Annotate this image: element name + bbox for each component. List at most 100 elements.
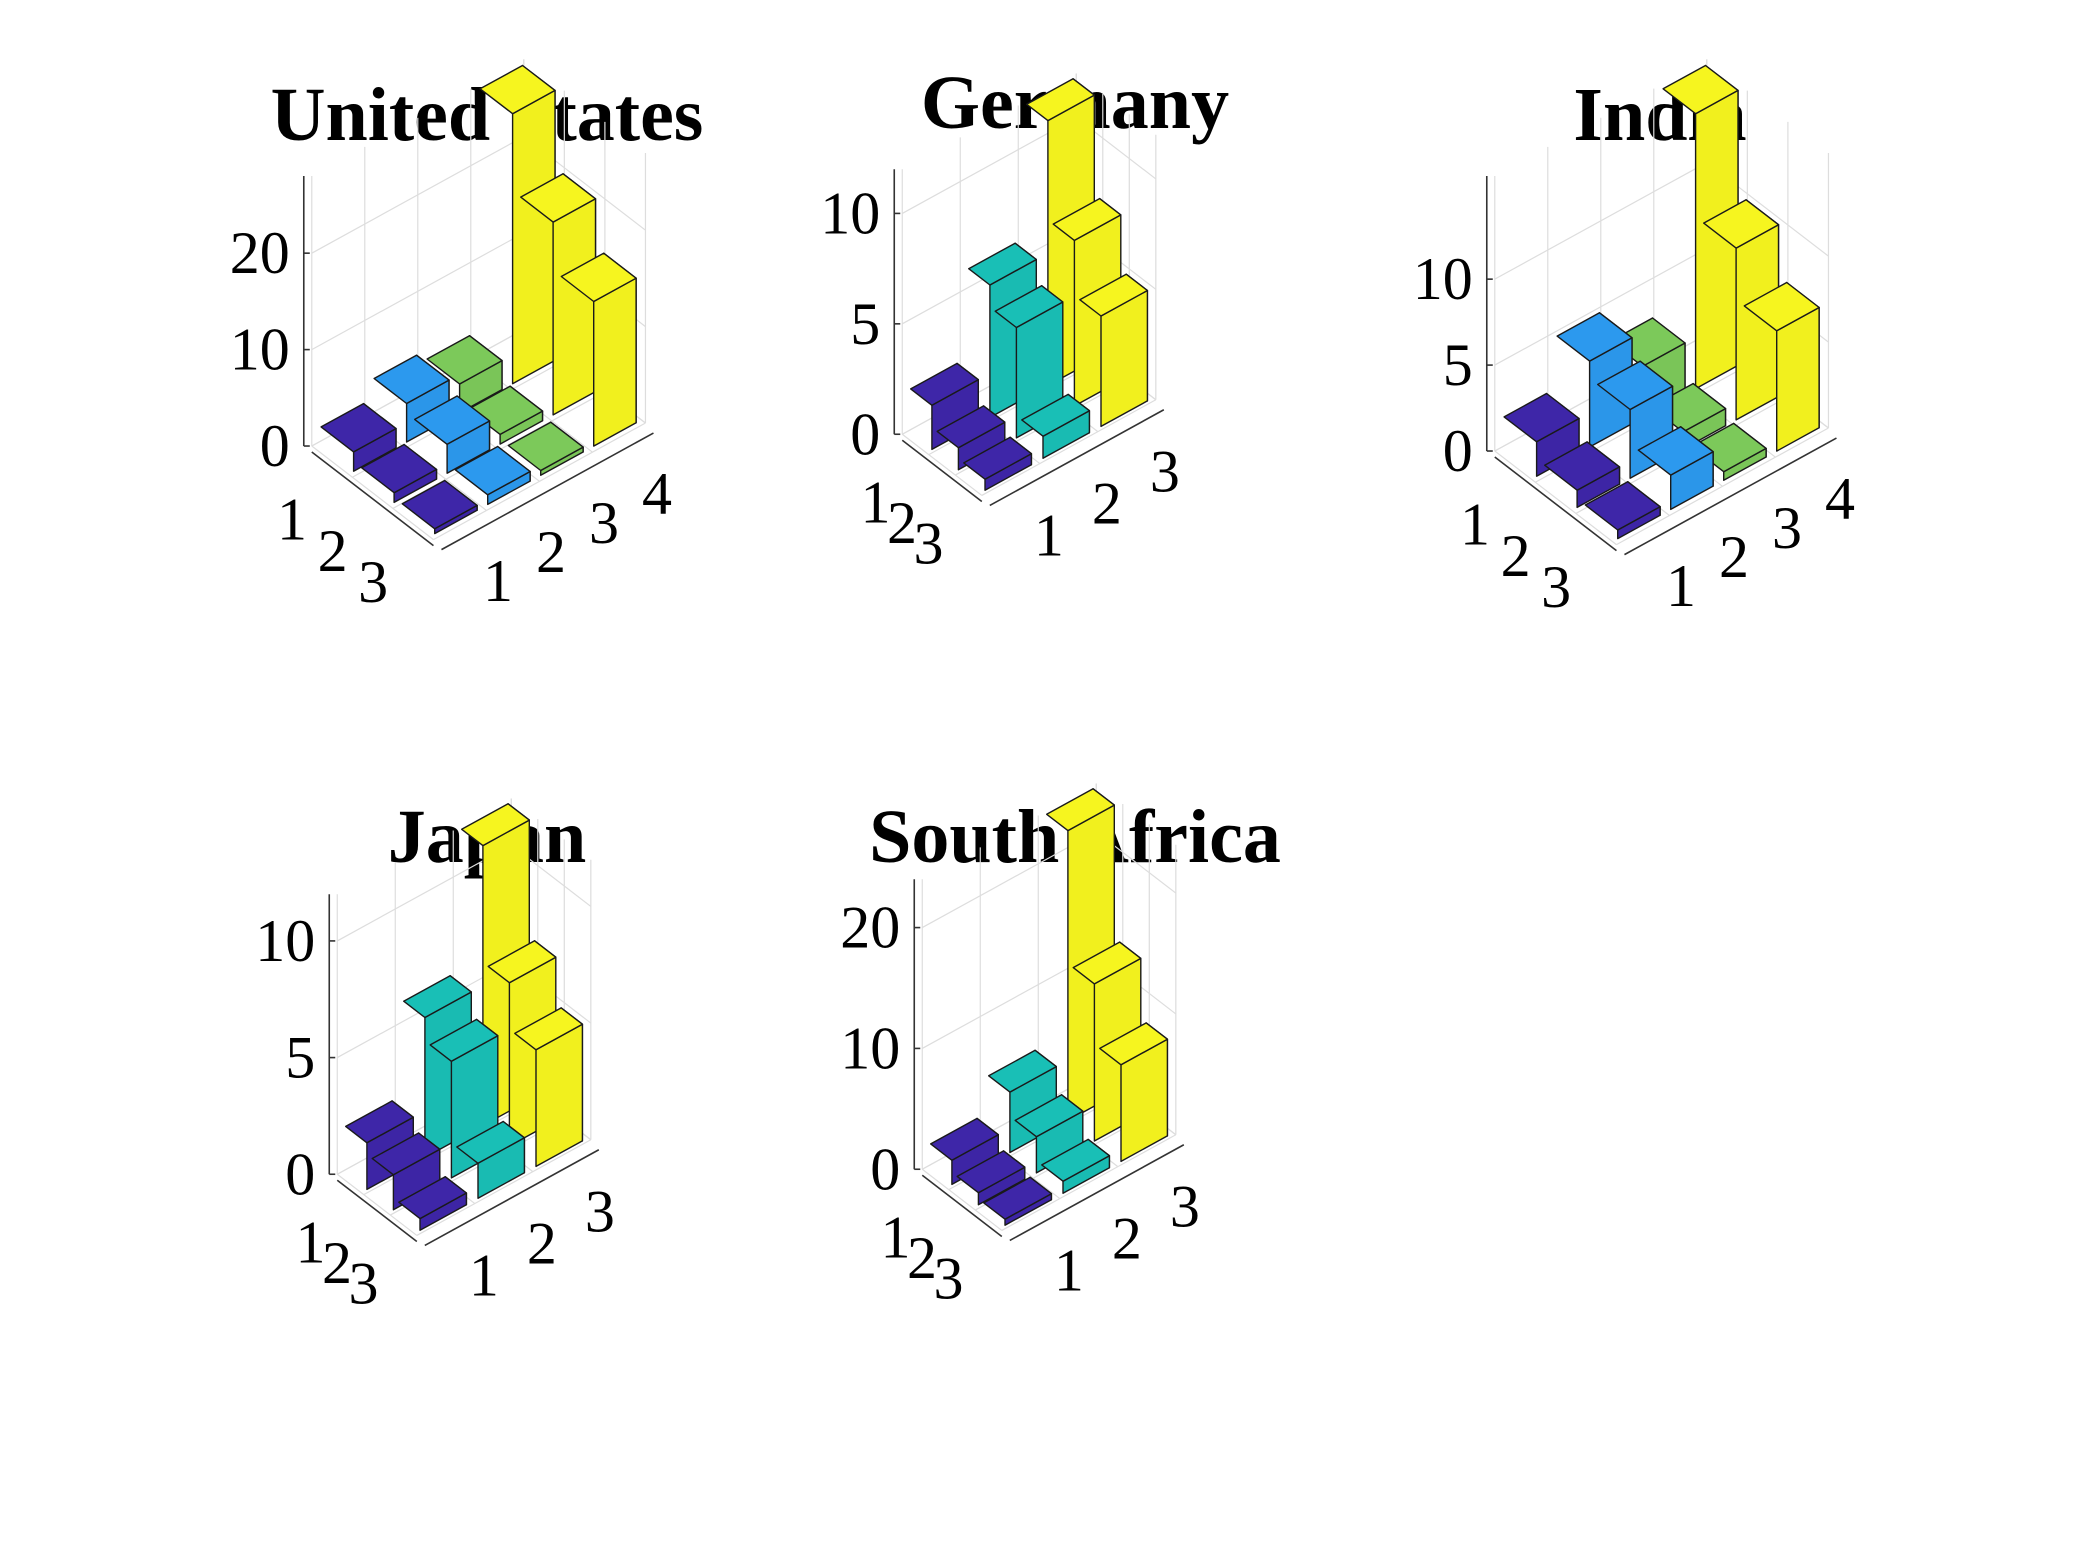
y-tick-label: 2 <box>907 1225 937 1291</box>
bar-top <box>373 354 450 405</box>
bar-top <box>1041 1138 1111 1182</box>
z-tick-label: 20 <box>840 895 900 961</box>
bar-1-1 <box>1503 392 1580 477</box>
bar-3-2 <box>454 445 531 506</box>
bar-top <box>988 1049 1058 1093</box>
bar-2-1 <box>936 405 1006 471</box>
bars <box>1503 64 1820 540</box>
z-tick-label: 0 <box>850 401 880 467</box>
x-tick-label: 3 <box>589 490 619 556</box>
bar-top <box>1743 281 1820 332</box>
bar-top <box>1099 1022 1169 1066</box>
bar-1-2 <box>373 354 450 443</box>
bar-3-1 <box>963 436 1033 491</box>
y-tick-label: 1 <box>861 469 891 535</box>
bars <box>910 78 1149 491</box>
bar-2-2 <box>1014 1094 1084 1174</box>
bar-top <box>1052 197 1122 242</box>
bar-3-1 <box>401 479 478 535</box>
x-tick-label: 2 <box>1092 471 1122 537</box>
bar-top <box>1637 426 1714 476</box>
bar-3-4 <box>560 252 637 447</box>
bar-2-4 <box>520 173 597 416</box>
bar-top <box>1556 312 1633 362</box>
axes <box>1485 176 1837 556</box>
bar-top <box>983 1176 1053 1220</box>
y-tick-label: 1 <box>277 487 307 553</box>
z-tick-labels: 0 5 10 <box>255 908 336 1207</box>
bar-front <box>552 198 597 416</box>
bar-top <box>994 285 1064 329</box>
bar-top <box>1503 392 1580 443</box>
bar-top <box>514 1007 584 1051</box>
bar-top <box>426 335 503 385</box>
bar-3-3 <box>507 421 584 476</box>
bar-1-1 <box>930 1117 999 1186</box>
x-tick-label: 2 <box>1719 524 1749 590</box>
bar-top <box>936 405 1006 449</box>
bar-front <box>593 277 637 447</box>
bar-top <box>956 1150 1026 1194</box>
bar-top <box>398 1175 468 1220</box>
bar-front <box>1775 306 1820 452</box>
x-tick-label: 4 <box>642 461 672 527</box>
axes <box>302 176 654 551</box>
y-tick-label: 1 <box>881 1204 911 1270</box>
bar-top <box>479 64 556 115</box>
bar-1-4 <box>1662 64 1739 390</box>
bar-2-2 <box>414 395 491 474</box>
bar-top <box>345 1100 414 1144</box>
bar-top <box>361 443 438 494</box>
bar-top <box>429 1018 499 1063</box>
bar-3-4 <box>1743 281 1820 452</box>
z-tick-label: 0 <box>260 413 290 479</box>
bar-top <box>560 252 637 303</box>
bars <box>320 64 637 535</box>
bar-top <box>1072 941 1142 985</box>
y-tick-label: 3 <box>1541 554 1571 620</box>
z-tick-labels: 0 5 10 <box>820 180 901 467</box>
z-tick-label: 5 <box>285 1025 315 1091</box>
x-tick-label: 2 <box>536 519 566 585</box>
bar-1-3 <box>426 335 503 414</box>
z-tick-label: 20 <box>230 220 290 286</box>
bar-top <box>1014 1094 1084 1138</box>
z-tick-labels: 0 10 20 <box>230 220 310 479</box>
bar-top <box>371 1132 441 1176</box>
bar-top <box>520 173 597 223</box>
y-tick-label: 3 <box>914 510 944 576</box>
bar-front <box>511 89 556 385</box>
y-tick-labels: 123 <box>881 1204 964 1311</box>
bar-3-3 <box>1079 273 1149 428</box>
z-tick-labels: 0 5 10 <box>1413 246 1493 484</box>
bar-top <box>456 1120 526 1165</box>
bar-2-2 <box>994 285 1064 439</box>
z-tick-label: 5 <box>850 291 880 357</box>
bar-top <box>1079 273 1149 317</box>
z-tick-labels: 0 10 20 <box>840 895 921 1202</box>
z-tick-label: 0 <box>285 1141 315 1207</box>
y-tick-label: 2 <box>318 518 348 584</box>
x-tick-label: 1 <box>1666 553 1696 619</box>
y-tick-label: 2 <box>322 1230 352 1296</box>
y-tick-label: 2 <box>1501 523 1531 589</box>
z-tick-label: 5 <box>1443 332 1473 398</box>
bar-top <box>1021 393 1091 437</box>
bar-top <box>930 1117 999 1162</box>
x-tick-label: 1 <box>483 548 513 614</box>
bar-top <box>1702 199 1780 249</box>
bar-top <box>1045 788 1116 832</box>
bar-top <box>487 940 557 984</box>
bar-top <box>1584 481 1661 531</box>
bar-top <box>910 362 979 406</box>
